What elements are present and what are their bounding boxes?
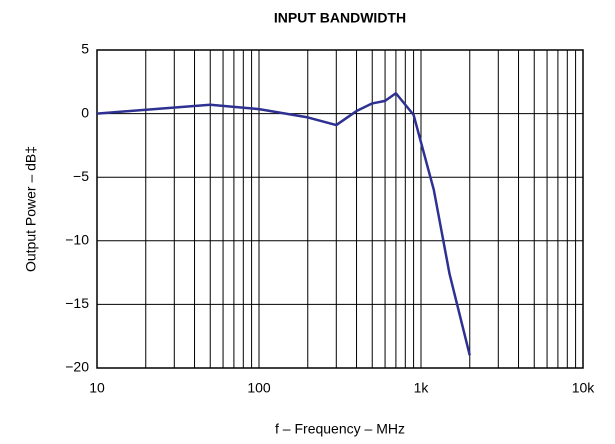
y-tick-label: −20 [65, 359, 89, 375]
x-tick-label: 1k [414, 380, 430, 396]
x-tick-label: 100 [247, 380, 271, 396]
plot-frame [96, 49, 584, 369]
x-tick-label: 10k [572, 380, 596, 396]
chart-title: INPUT BANDWIDTH [274, 10, 406, 26]
y-tick-label: 5 [81, 41, 89, 57]
x-tick-label: 10 [89, 380, 105, 396]
y-tick-label: −10 [65, 232, 89, 248]
y-axis-label: Output Power – dB‡ [23, 146, 39, 272]
data-line [96, 91, 471, 356]
x-axis-label: f – Frequency – MHz [275, 421, 405, 437]
y-tick-label: −15 [65, 295, 89, 311]
y-tick-label: −5 [73, 168, 89, 184]
y-tick-label: 0 [81, 104, 89, 120]
